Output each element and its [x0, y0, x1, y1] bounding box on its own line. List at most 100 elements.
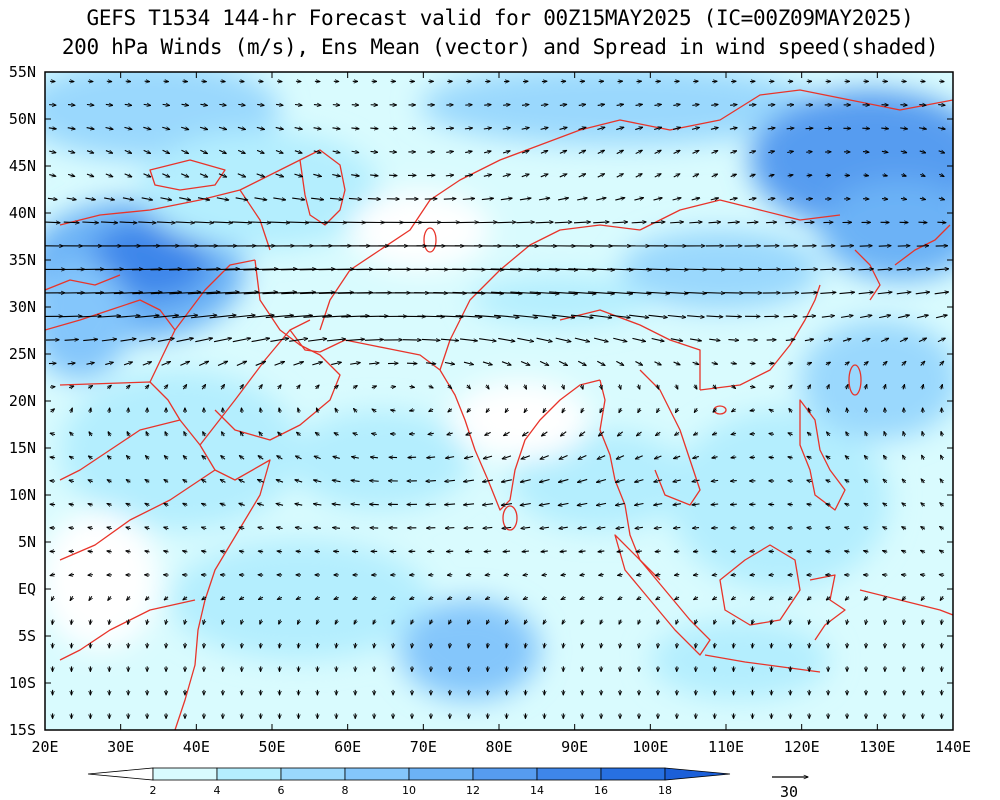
colorbar-swatch — [216, 767, 282, 781]
wind-vector — [597, 150, 605, 155]
wind-vector — [160, 197, 171, 200]
wind-vector — [485, 597, 491, 599]
wind-vector — [539, 503, 550, 505]
wind-vector — [466, 575, 472, 576]
wind-vector — [127, 432, 129, 437]
wind-vector — [934, 269, 949, 270]
wind-vector — [618, 597, 623, 599]
wind-vector — [807, 432, 811, 435]
wind-vector — [750, 597, 755, 600]
wind-vector — [157, 338, 174, 343]
wind-vector — [107, 480, 112, 482]
wind-vector — [486, 408, 489, 412]
wind-vector — [781, 293, 799, 294]
wind-vector — [164, 480, 169, 483]
wind-vector — [919, 105, 926, 106]
wind-vector — [200, 104, 207, 105]
wind-vector — [934, 292, 949, 294]
wind-vector — [712, 575, 718, 576]
wind-vector — [292, 198, 305, 200]
wind-vector — [882, 175, 887, 176]
wind-vector — [562, 407, 564, 413]
wind-vector — [648, 314, 668, 317]
wind-vectors — [45, 81, 949, 718]
wind-vector — [807, 480, 812, 481]
axis-ticks — [44, 71, 954, 731]
wind-vector — [881, 128, 888, 129]
wind-vector — [524, 619, 526, 624]
wind-vector — [105, 362, 113, 364]
wind-vector — [479, 338, 496, 341]
wind-vector — [939, 361, 944, 366]
wind-vector — [352, 386, 357, 389]
wind-vector — [181, 104, 189, 105]
lat-label: 5N — [18, 533, 36, 551]
wind-vector — [657, 407, 659, 412]
wind-vector — [769, 575, 774, 576]
wind-vector — [372, 597, 377, 599]
wind-vector — [138, 222, 156, 223]
wind-vector — [919, 198, 926, 199]
wind-vector — [634, 198, 643, 200]
wind-vector — [521, 455, 531, 459]
lon-label: 120E — [784, 738, 820, 756]
wind-vector — [86, 174, 94, 176]
lon-label: 110E — [708, 738, 744, 756]
wind-vector — [615, 479, 625, 483]
wind-vector — [635, 504, 644, 506]
wind-vector — [446, 457, 455, 459]
wind-vector — [145, 503, 150, 505]
wind-vector — [105, 127, 114, 129]
wind-vector — [464, 480, 475, 482]
wind-vector — [183, 527, 188, 529]
lat-label: 35N — [9, 251, 36, 269]
wind-vector — [768, 151, 774, 153]
wind-vector — [218, 173, 227, 177]
wind-vector — [937, 222, 945, 223]
wind-vector — [820, 269, 836, 270]
wind-vector — [240, 597, 245, 599]
wind-vector — [730, 481, 737, 482]
wind-vector — [445, 175, 454, 176]
wind-vector — [631, 222, 647, 223]
wind-vector — [541, 431, 548, 436]
wind-vector — [466, 433, 472, 435]
wind-vector — [258, 597, 264, 599]
wind-vector — [49, 105, 56, 106]
wind-vector — [294, 151, 302, 153]
wind-vector — [618, 574, 623, 575]
wind-vector — [525, 642, 526, 648]
wind-vector — [596, 198, 606, 200]
wind-vector — [597, 360, 605, 365]
wind-vector — [410, 597, 415, 599]
wind-vector — [175, 222, 195, 223]
wind-vector — [351, 504, 360, 505]
wind-vector — [132, 292, 162, 293]
wind-vector — [436, 316, 463, 317]
wind-vector — [635, 527, 643, 528]
wind-vector — [711, 174, 718, 177]
wind-vector — [786, 128, 794, 129]
wind-vector — [651, 337, 664, 342]
wind-vector — [109, 408, 110, 413]
wind-vector — [609, 314, 630, 318]
wind-vector — [561, 574, 566, 575]
wind-vector — [429, 409, 434, 411]
wind-vector — [67, 363, 76, 364]
wind-vector — [672, 198, 681, 200]
wind-vector — [104, 198, 114, 200]
wind-vector — [766, 222, 777, 223]
wind-vector — [146, 432, 148, 437]
wind-vector — [421, 339, 440, 340]
wind-vector — [529, 269, 559, 270]
lon-label: 50E — [258, 738, 285, 756]
wind-vector — [464, 175, 473, 176]
wind-vector — [317, 642, 318, 648]
wind-vector — [440, 339, 459, 340]
wind-vector — [145, 551, 150, 552]
wind-vector — [787, 175, 793, 176]
wind-vector — [827, 432, 830, 436]
colorbar-swatch — [408, 767, 474, 781]
wind-vector — [884, 432, 886, 437]
wind-vector — [49, 151, 56, 153]
